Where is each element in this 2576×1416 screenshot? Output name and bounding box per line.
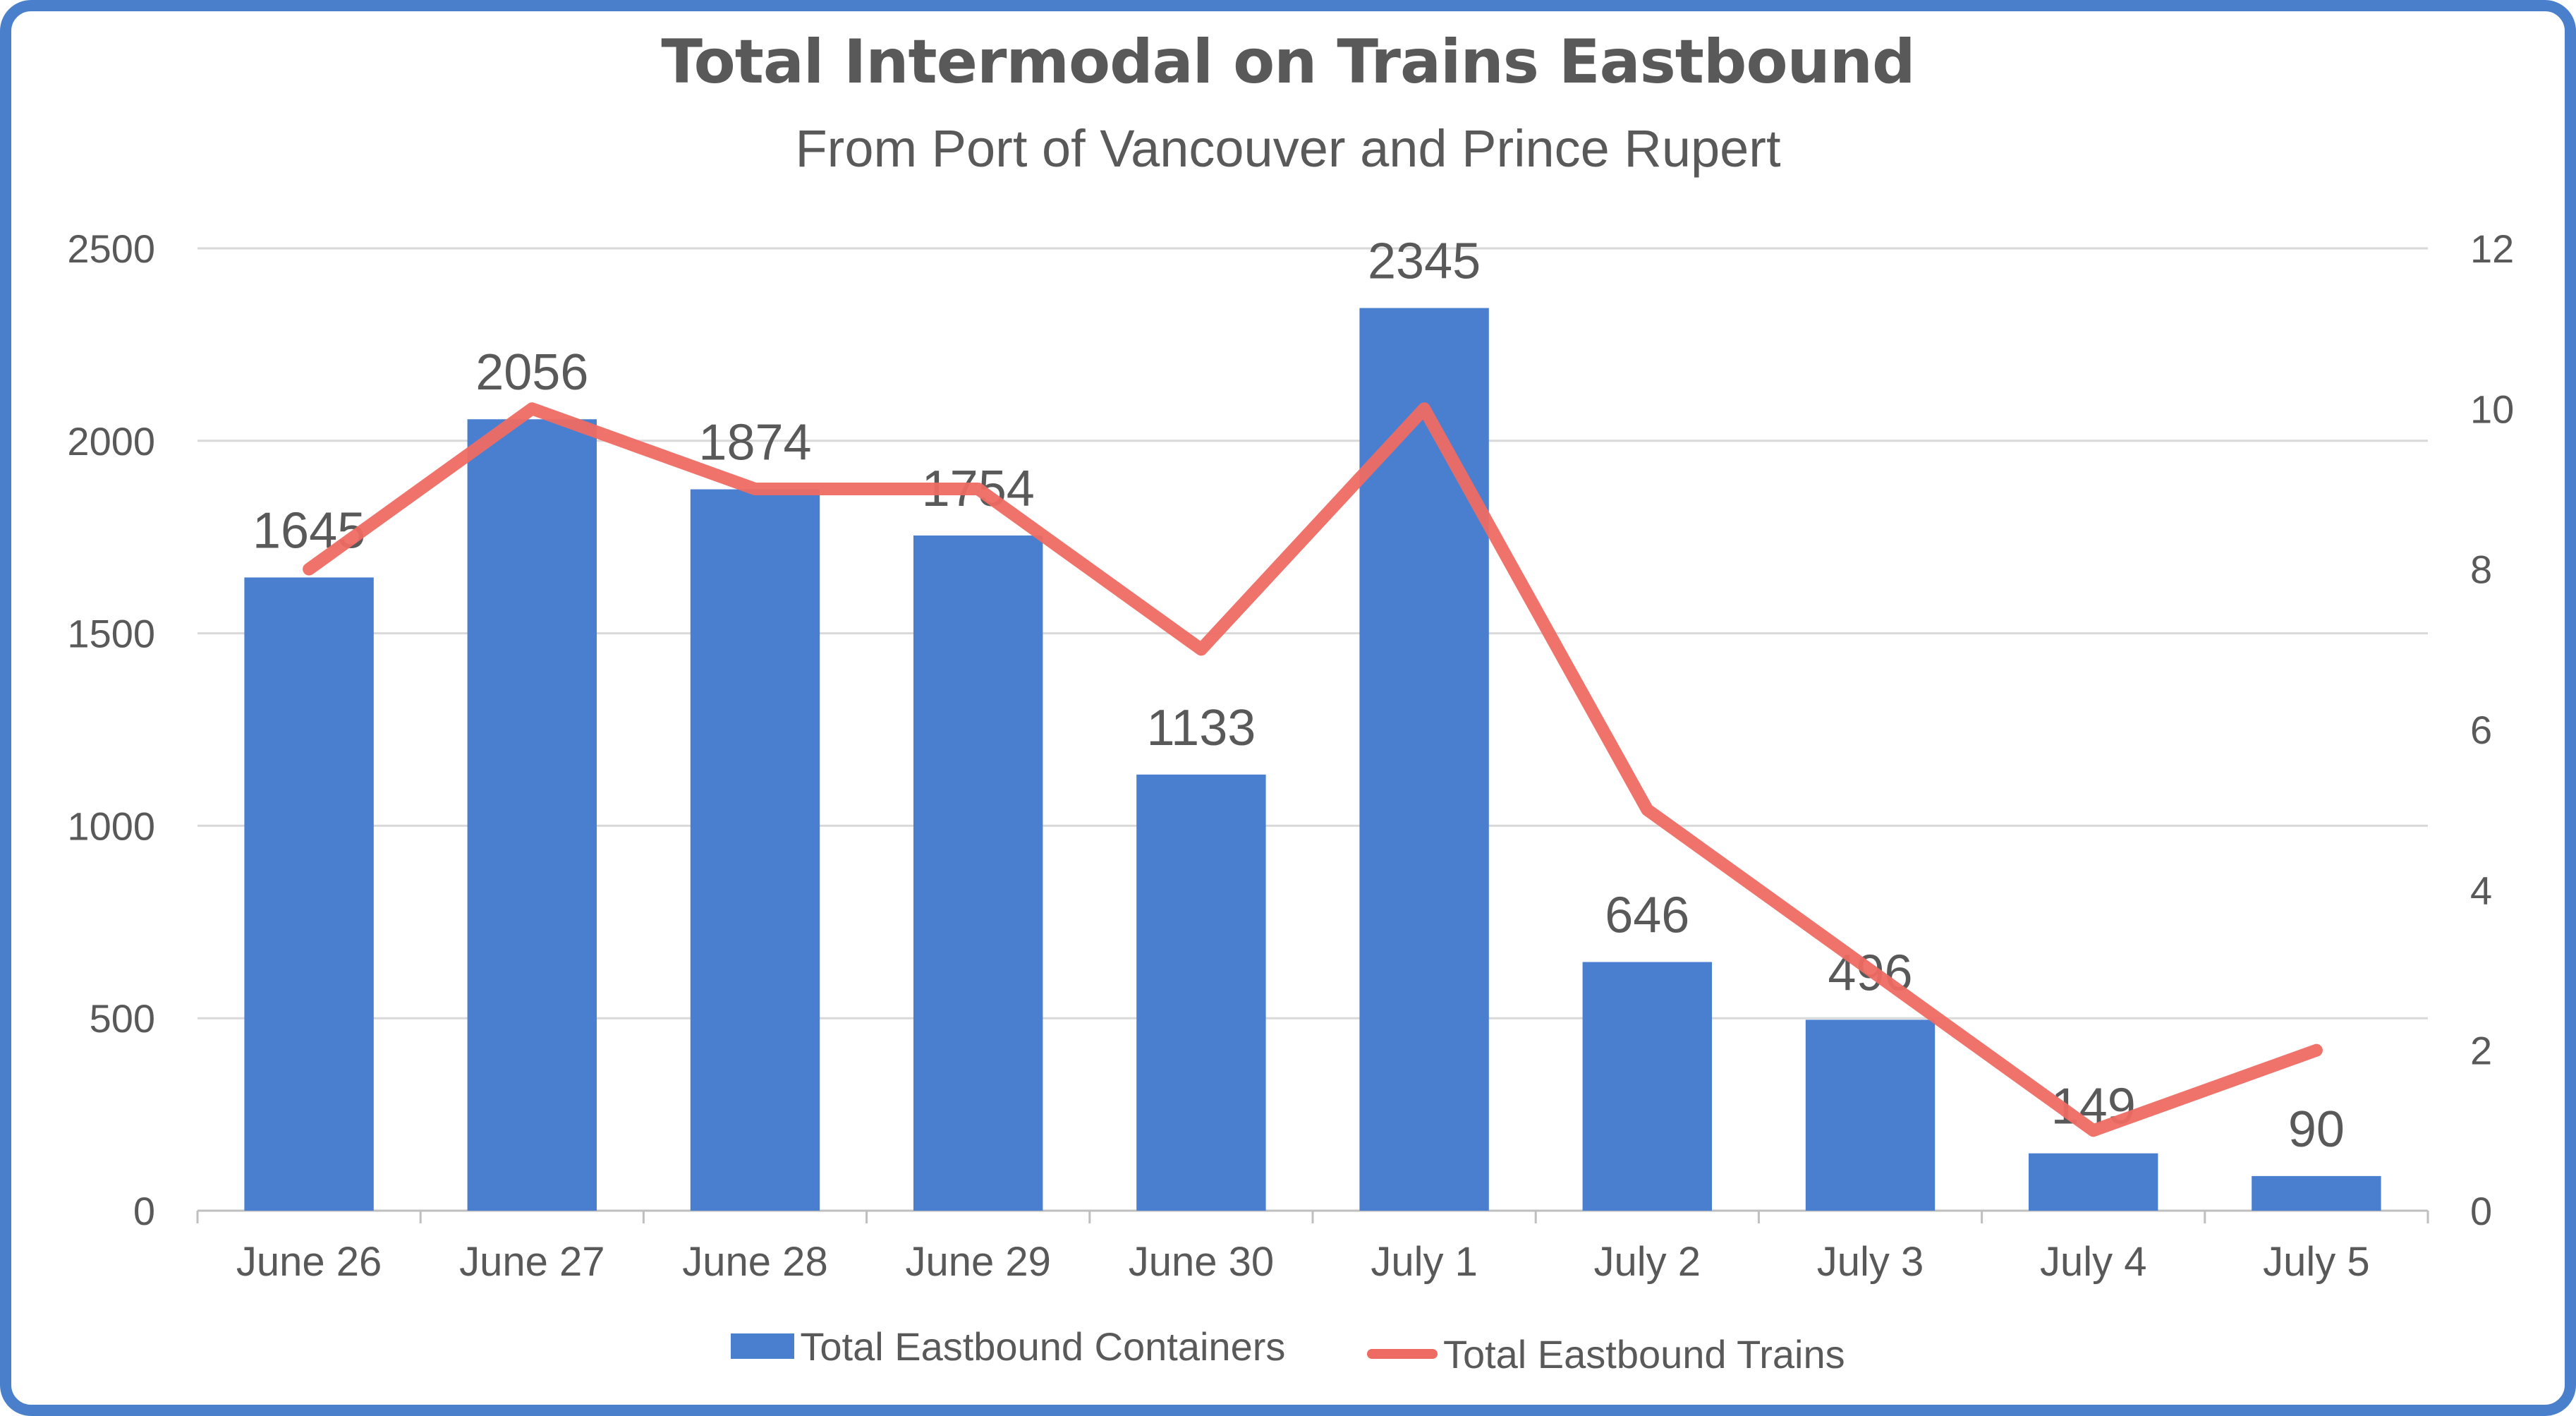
legend-label-containers: Total Eastbound Containers: [800, 1324, 1286, 1369]
bar-data-label: 1645: [253, 502, 365, 559]
bar: [2029, 1153, 2158, 1211]
bar: [690, 489, 820, 1211]
bar-data-label: 646: [1605, 888, 1689, 944]
y-right-tick-label: 12: [2470, 226, 2514, 271]
legend-swatch-line: [1366, 1349, 1438, 1359]
x-tick-label: June 26: [236, 1239, 382, 1285]
y-left-tick-label: 0: [133, 1189, 155, 1233]
bar-data-label: 2056: [475, 344, 588, 401]
bar: [1582, 962, 1712, 1211]
y-left-tick-label: 500: [90, 996, 155, 1041]
bar-data-label: 1133: [1146, 700, 1256, 756]
y-right-tick-label: 6: [2470, 708, 2492, 752]
y-right-tick-label: 0: [2470, 1189, 2492, 1233]
bar-data-label: 2345: [1368, 234, 1481, 290]
legend-item-trains: Total Eastbound Trains: [1366, 1331, 1845, 1377]
trains-series-line: [303, 402, 2323, 1137]
chart-title: Total Intermodal on Trains Eastbound: [661, 27, 1915, 97]
x-tick-label: June 30: [1129, 1239, 1274, 1285]
y-left-tick-label: 2000: [67, 419, 155, 464]
bar: [467, 419, 597, 1211]
legend-label-trains: Total Eastbound Trains: [1442, 1331, 1845, 1376]
y-right-tick-label: 4: [2470, 868, 2492, 912]
bar: [1359, 308, 1489, 1211]
bar-data-label: 90: [2288, 1101, 2345, 1158]
legend-item-containers: Total Eastbound Containers: [731, 1324, 1285, 1369]
bar-data-label: 1874: [698, 415, 811, 471]
x-tick-label: June 29: [905, 1239, 1050, 1285]
legend-swatch-bar: [731, 1333, 795, 1359]
x-tick-label: July 5: [2263, 1239, 2370, 1285]
y-right-tick-label: 8: [2470, 547, 2492, 592]
bar: [244, 577, 374, 1211]
y-left-tick-label: 1000: [67, 804, 155, 848]
y-left-tick-label: 1500: [67, 612, 155, 656]
x-tick-label: June 27: [459, 1239, 604, 1285]
y-right-tick-label: 2: [2470, 1029, 2492, 1073]
x-tick-label: July 1: [1371, 1239, 1478, 1285]
bar: [1136, 774, 1266, 1211]
chart-subtitle: From Port of Vancouver and Prince Rupert: [795, 119, 1781, 178]
y-right-tick-label: 10: [2470, 387, 2514, 431]
bar: [913, 535, 1043, 1211]
x-tick-label: July 4: [2040, 1239, 2147, 1285]
y-left-tick-label: 2500: [67, 226, 155, 271]
legend: Total Eastbound Containers Total Eastbou…: [0, 1322, 2576, 1377]
bar: [2252, 1175, 2381, 1211]
x-tick-label: June 28: [682, 1239, 827, 1285]
x-tick-label: July 2: [1594, 1239, 1701, 1285]
bar: [1805, 1019, 1936, 1211]
x-tick-label: July 3: [1817, 1239, 1924, 1285]
